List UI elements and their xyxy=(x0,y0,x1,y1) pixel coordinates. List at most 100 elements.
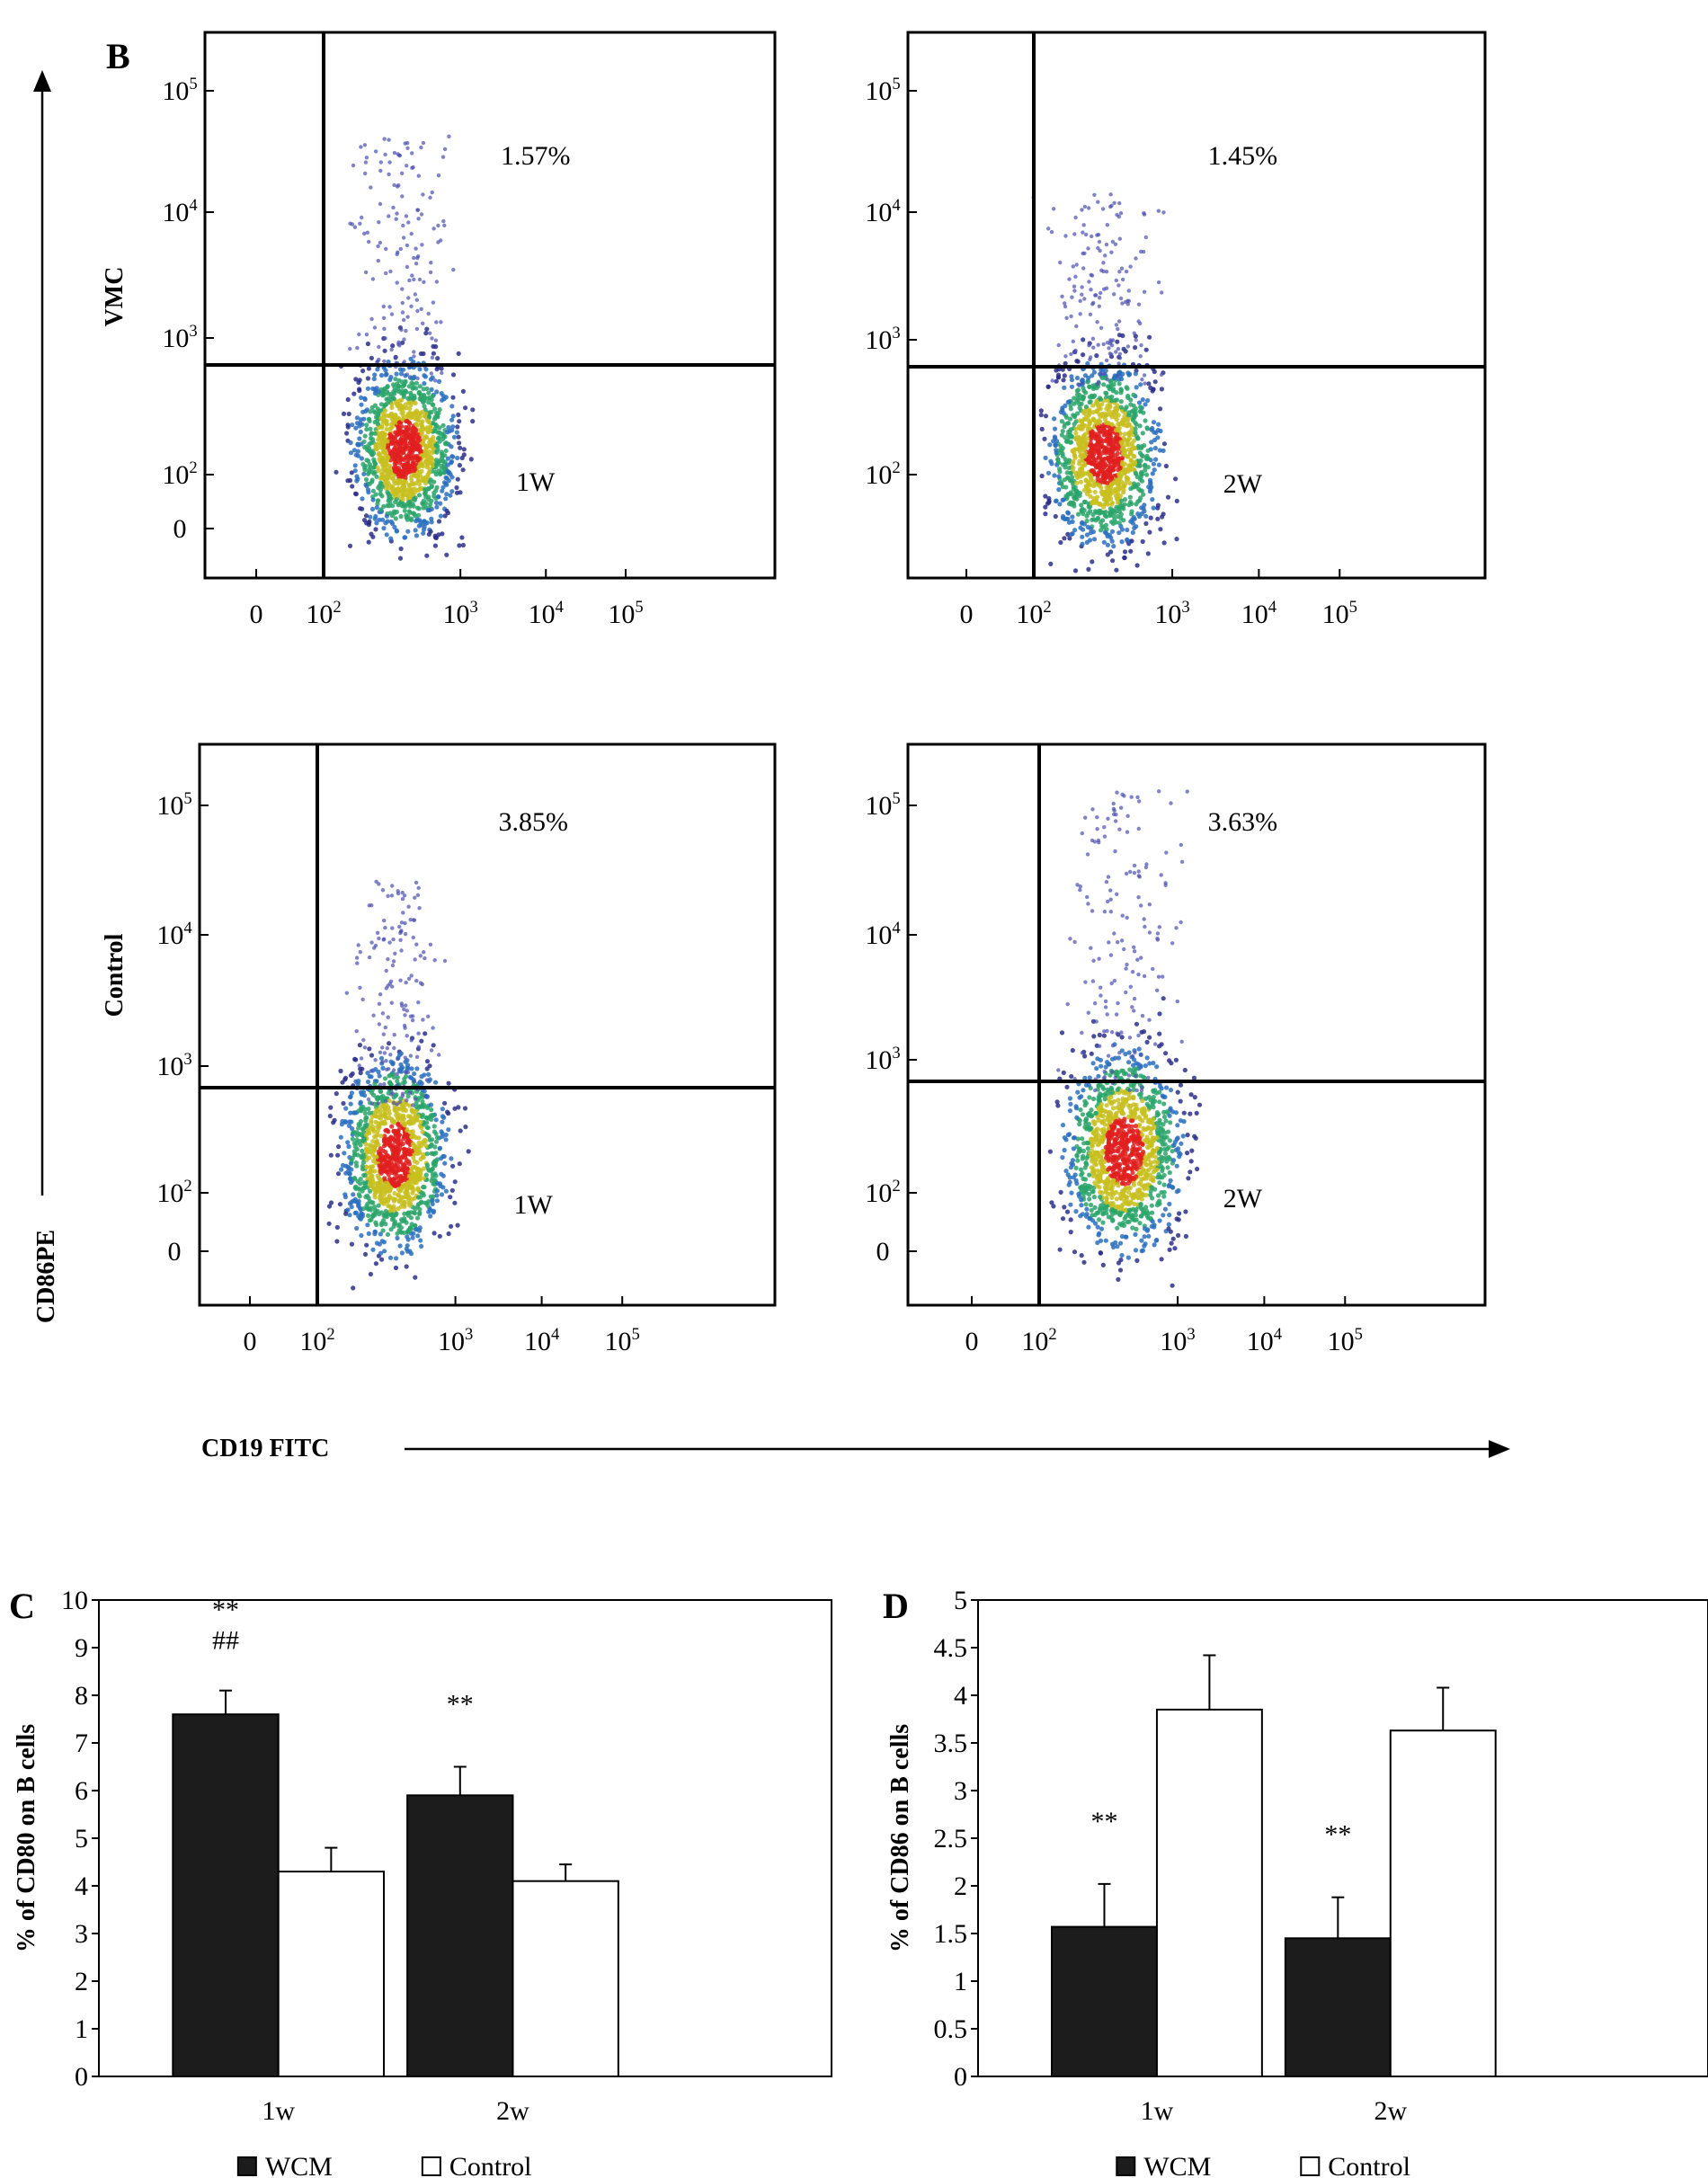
flow-plot-4: 3.63% 2W 0 102 103 104 105 0 102 103 104 105 xyxy=(865,742,1487,1356)
bar-wcm-1w xyxy=(172,1713,280,2077)
y-tick-label: 105 xyxy=(865,75,900,106)
flow-plot-frame xyxy=(906,31,1487,580)
flow-plot-3: 3.85% 1W 0 102 103 104 105 0 102 103 104 105 xyxy=(156,742,777,1356)
significance-mark: ** xyxy=(447,1690,474,1720)
x-tick-label: 102 xyxy=(1021,1325,1056,1356)
flow-plot-frame xyxy=(203,31,777,580)
x-tick-label: 104 xyxy=(529,598,564,629)
x-tick-label: 2w xyxy=(1374,2096,1407,2126)
legend: WCM Control xyxy=(1116,2152,1410,2178)
bar-wcm-1w xyxy=(1051,1925,1158,2078)
timepoint-label: 2W xyxy=(1223,469,1263,499)
bar-charts: C% of CD80 on B cells0123456789101w**##2… xyxy=(9,1586,1708,2178)
flow-plot-frame xyxy=(906,742,1487,1307)
y-tick-label: 7 xyxy=(75,1729,88,1758)
upper-right-percent: 3.85% xyxy=(498,807,568,837)
y-tick-label: 9 xyxy=(75,1633,88,1663)
y-tick-label: 104 xyxy=(865,919,900,950)
bar-wcm-2w xyxy=(1284,1937,1392,2078)
y-tick-label: 0.5 xyxy=(934,2014,968,2044)
flow-plot-frame xyxy=(198,742,777,1307)
y-tick-label: 102 xyxy=(865,1177,900,1208)
legend-swatch-control xyxy=(421,2156,441,2176)
x-tick-label: 105 xyxy=(605,1325,640,1356)
flow-plot-events xyxy=(1047,789,1203,1288)
y-tick-label: 105 xyxy=(162,75,197,106)
row-label-control: Control xyxy=(101,933,129,1017)
y-tick-label: 104 xyxy=(162,196,197,227)
x-tick-label: 105 xyxy=(608,598,643,629)
x-tick-label: 0 xyxy=(244,1327,257,1356)
x-tick-label: 103 xyxy=(443,598,478,629)
y-tick-label: 1 xyxy=(75,2014,88,2044)
y-tick-label: 102 xyxy=(156,1177,191,1208)
y-tick-label: 104 xyxy=(156,919,191,950)
y-axis-label: % of CD80 on B cells xyxy=(13,1724,40,1952)
flow-plot-events xyxy=(1031,192,1179,573)
y-tick-label: 6 xyxy=(75,1776,88,1806)
row-label-vmc: VMC xyxy=(101,267,129,327)
y-tick-label: 102 xyxy=(865,458,900,490)
x-axis-label-cd19fitc: CD19 FITC xyxy=(201,1435,329,1462)
y-tick-label: 103 xyxy=(865,324,900,355)
x-tick-label: 0 xyxy=(250,600,263,629)
panel-letter: D xyxy=(883,1586,909,1626)
legend-label-wcm: WCM xyxy=(1143,2152,1211,2178)
flow-plot-events xyxy=(334,134,476,561)
x-tick-label: 105 xyxy=(1322,598,1357,629)
y-tick-label: 0 xyxy=(75,2062,88,2092)
y-tick-label: 0 xyxy=(168,1237,182,1267)
legend-swatch-wcm xyxy=(1116,2156,1136,2176)
y-tick-label: 1 xyxy=(954,1967,967,1996)
y-axis-label-cd86pe: CD86PE xyxy=(32,1230,60,1323)
x-tick-label: 102 xyxy=(299,1325,334,1356)
y-tick-label: 104 xyxy=(865,196,900,227)
y-tick-label: 3 xyxy=(75,1919,88,1949)
legend-label-control: Control xyxy=(1328,2152,1410,2178)
y-axis-arrow xyxy=(33,70,51,1196)
upper-right-percent: 1.57% xyxy=(501,141,571,171)
bar-control-1w xyxy=(1155,1708,1263,2078)
x-tick-label: 104 xyxy=(1241,598,1277,629)
y-tick-label: 103 xyxy=(865,1044,900,1075)
significance-mark: ** xyxy=(212,1596,239,1625)
bar-wcm-2w xyxy=(406,1794,514,2078)
legend-swatch-wcm xyxy=(236,2156,257,2176)
upper-right-percent: 1.45% xyxy=(1208,141,1278,171)
panel-b-letter: B xyxy=(106,36,130,76)
x-tick-label: 0 xyxy=(965,1327,979,1356)
y-axis-label: % of CD86 on B cells xyxy=(886,1724,914,1952)
y-tick-label: 5 xyxy=(954,1586,967,1615)
flow-plots: 1.57% 1W 0 102 103 104 105 0 102 103 104 105 1.45% 2W… xyxy=(156,31,1487,1356)
legend-swatch-control xyxy=(1300,2156,1321,2176)
y-tick-label: 2 xyxy=(954,1871,967,1901)
x-tick-label: 1w xyxy=(1141,2096,1174,2126)
x-axis-arrow xyxy=(405,1440,1510,1458)
y-tick-label: 103 xyxy=(162,322,197,353)
legend: WCM Control xyxy=(236,2152,532,2178)
bar-control-2w xyxy=(512,1880,619,2077)
legend-label-control: Control xyxy=(449,2152,532,2178)
flow-plot-1: 1.57% 1W 0 102 103 104 105 0 102 103 104 105 xyxy=(162,31,777,629)
x-tick-label: 102 xyxy=(1016,598,1051,629)
x-tick-label: 103 xyxy=(1160,1325,1195,1356)
y-tick-label: 102 xyxy=(162,458,197,490)
significance-mark: ** xyxy=(1090,1807,1117,1836)
significance-mark: ## xyxy=(212,1626,239,1656)
x-tick-label: 103 xyxy=(1154,598,1189,629)
bar-chart-c: C% of CD80 on B cells0123456789101w**##2… xyxy=(9,1586,832,2178)
y-tick-label: 3 xyxy=(954,1776,967,1806)
y-tick-label: 1.5 xyxy=(934,1919,968,1949)
y-tick-label: 2.5 xyxy=(934,1824,968,1854)
timepoint-label: 1W xyxy=(516,467,556,497)
x-tick-label: 102 xyxy=(306,598,341,629)
panel-letter: C xyxy=(9,1586,35,1626)
timepoint-label: 2W xyxy=(1223,1184,1263,1213)
x-tick-label: 104 xyxy=(1247,1325,1282,1356)
x-tick-label: 1w xyxy=(262,2096,295,2126)
bar-chart-d: D % of CD86 on B cells 0 0.5 1 1.5 2 2.5 3 3.5 4 4.… xyxy=(883,1586,1708,2178)
x-tick-label: 104 xyxy=(524,1325,559,1356)
upper-right-percent: 3.63% xyxy=(1208,807,1278,837)
x-tick-label: 103 xyxy=(438,1325,473,1356)
